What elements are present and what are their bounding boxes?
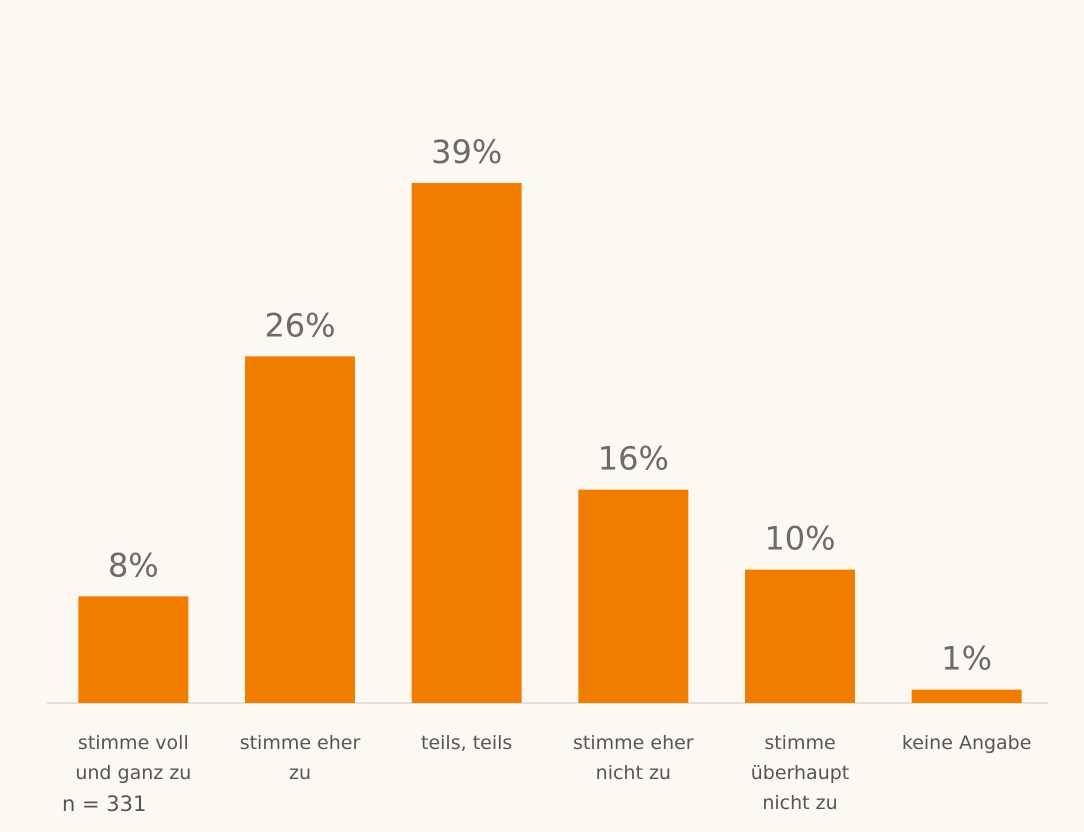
x-tick-label: stimme überhaupt nicht zu xyxy=(750,732,850,814)
bar xyxy=(911,689,1022,703)
x-tick-label: keine Angabe xyxy=(901,732,1032,754)
x-tick-label: teils, teils xyxy=(421,732,513,754)
value-label: 1% xyxy=(941,640,992,678)
x-tick-label: stimme eher nicht zu xyxy=(573,732,694,784)
sample-size-note: n = 331 xyxy=(62,792,147,816)
bar xyxy=(411,183,522,703)
x-tick-label: stimme voll und ganz zu xyxy=(75,732,192,784)
bar xyxy=(245,356,355,703)
value-label: 10% xyxy=(764,520,835,558)
x-tick-label: stimme eher zu xyxy=(239,732,361,784)
bar xyxy=(78,596,189,703)
bar xyxy=(578,489,689,703)
bar xyxy=(745,569,855,703)
value-label: 39% xyxy=(431,133,502,171)
value-label: 16% xyxy=(598,440,669,478)
value-label: 8% xyxy=(108,546,159,584)
value-label: 26% xyxy=(264,306,335,344)
